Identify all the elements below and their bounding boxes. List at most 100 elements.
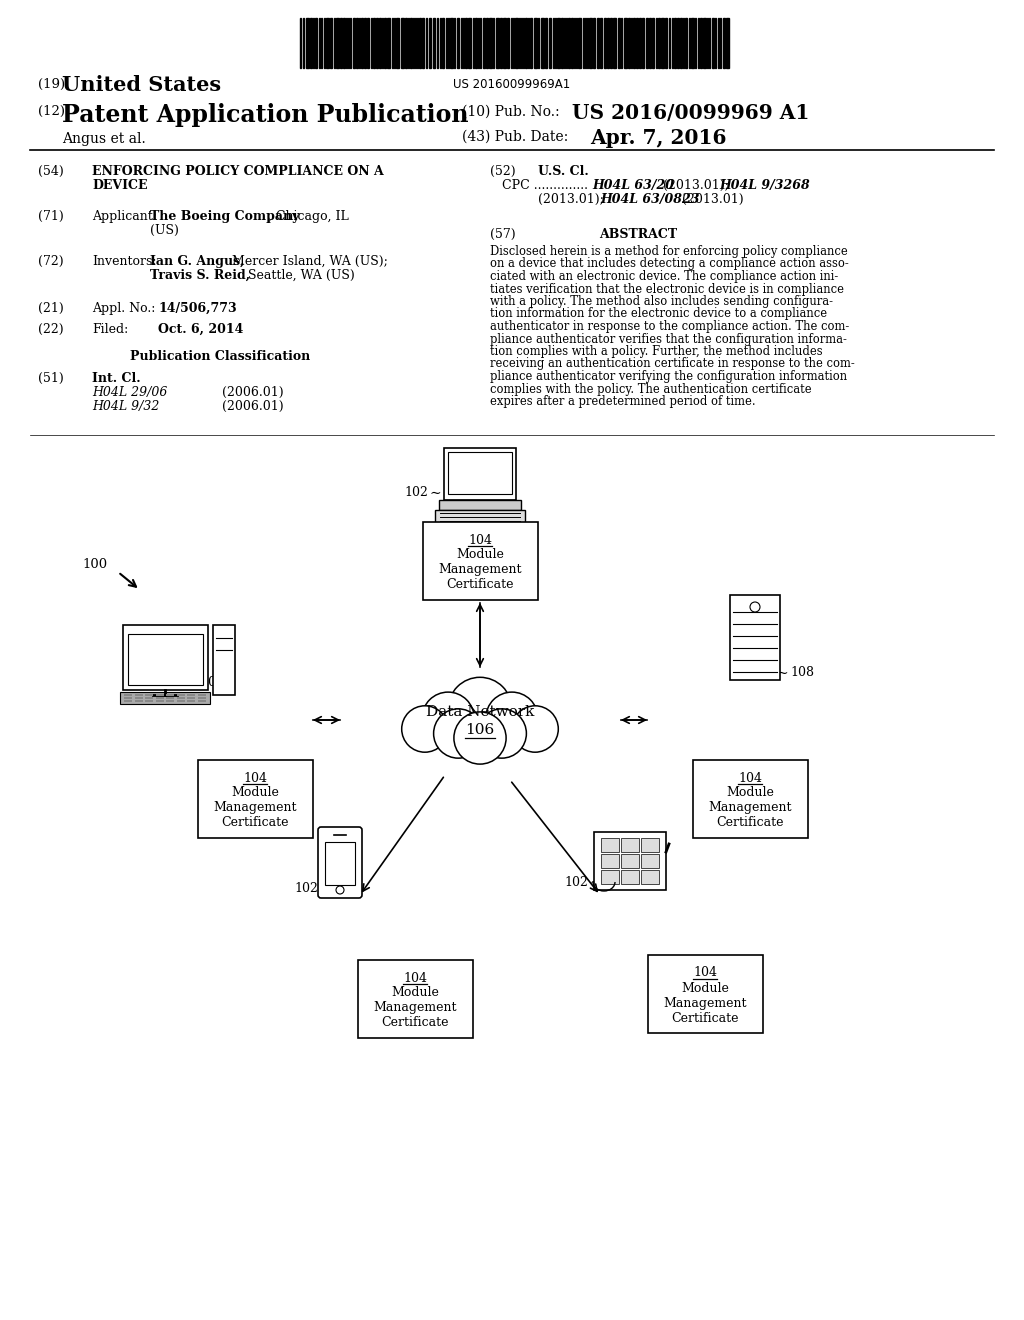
Text: 100: 100 — [83, 558, 108, 572]
FancyBboxPatch shape — [601, 854, 618, 869]
Text: receiving an authentication certificate in response to the com-: receiving an authentication certificate … — [490, 358, 855, 371]
Bar — [610, 18, 612, 69]
Circle shape — [449, 677, 512, 741]
Bar — [310, 18, 311, 69]
Bar — [387, 18, 390, 69]
Text: Inventors:: Inventors: — [92, 255, 157, 268]
Text: 104: 104 — [693, 966, 717, 979]
Bar — [336, 18, 339, 69]
Bar — [305, 18, 308, 69]
Bar — [465, 18, 467, 69]
FancyBboxPatch shape — [198, 760, 312, 838]
Text: (21): (21) — [38, 302, 63, 315]
FancyBboxPatch shape — [647, 954, 763, 1034]
Text: pliance authenticator verifying the configuration information: pliance authenticator verifying the conf… — [490, 370, 847, 383]
Text: 108: 108 — [790, 667, 814, 680]
Bar — [419, 18, 421, 69]
Text: Applicant:: Applicant: — [92, 210, 157, 223]
Bar — [401, 18, 403, 69]
Bar — [603, 18, 605, 69]
Bar — [624, 18, 627, 69]
Text: ciated with an electronic device. The compliance action ini-: ciated with an electronic device. The co… — [490, 271, 839, 282]
Text: with a policy. The method also includes sending configura-: with a policy. The method also includes … — [490, 294, 833, 308]
Bar — [353, 18, 355, 69]
FancyBboxPatch shape — [621, 870, 639, 884]
Bar — [677, 18, 679, 69]
Text: , Chicago, IL: , Chicago, IL — [268, 210, 349, 223]
FancyBboxPatch shape — [134, 697, 142, 700]
Text: 102: 102 — [200, 676, 224, 689]
Text: ∼: ∼ — [430, 486, 441, 500]
Bar — [593, 18, 595, 69]
Text: Int. Cl.: Int. Cl. — [92, 372, 140, 385]
Text: (19): (19) — [38, 78, 66, 91]
Bar — [361, 18, 362, 69]
Text: ∼: ∼ — [319, 880, 332, 895]
Text: (72): (72) — [38, 255, 63, 268]
Bar — [450, 18, 453, 69]
FancyBboxPatch shape — [641, 854, 659, 869]
FancyBboxPatch shape — [594, 832, 666, 890]
FancyBboxPatch shape — [621, 838, 639, 851]
Bar — [641, 18, 643, 69]
FancyBboxPatch shape — [156, 700, 164, 702]
Bar — [712, 18, 714, 69]
Text: Appl. No.:: Appl. No.: — [92, 302, 156, 315]
Bar — [556, 18, 559, 69]
Text: 104: 104 — [738, 771, 762, 784]
FancyBboxPatch shape — [128, 634, 203, 685]
Bar — [489, 18, 492, 69]
Bar — [507, 18, 509, 69]
Bar — [541, 18, 544, 69]
FancyBboxPatch shape — [318, 828, 362, 898]
Text: Management: Management — [709, 801, 792, 814]
Circle shape — [422, 692, 474, 744]
Bar — [422, 18, 424, 69]
FancyBboxPatch shape — [187, 697, 195, 700]
Bar — [578, 18, 581, 69]
Text: pliance authenticator verifies that the configuration informa-: pliance authenticator verifies that the … — [490, 333, 847, 346]
Bar — [628, 18, 630, 69]
Text: ∼: ∼ — [776, 667, 788, 680]
FancyBboxPatch shape — [124, 700, 132, 702]
Text: 104: 104 — [243, 771, 267, 784]
Text: Mercer Island, WA (US);: Mercer Island, WA (US); — [228, 255, 388, 268]
FancyBboxPatch shape — [166, 700, 174, 702]
FancyBboxPatch shape — [176, 694, 184, 696]
Text: ∼: ∼ — [590, 875, 602, 888]
Bar — [314, 18, 316, 69]
Text: 102: 102 — [294, 882, 318, 895]
Text: Certificate: Certificate — [716, 817, 783, 829]
Bar — [302, 18, 304, 69]
Bar — [340, 18, 341, 69]
Bar — [725, 18, 728, 69]
Bar — [432, 18, 435, 69]
Text: United States: United States — [62, 75, 221, 95]
Bar — [674, 18, 676, 69]
Text: Module: Module — [726, 787, 774, 800]
Text: (57): (57) — [490, 228, 516, 242]
Bar — [589, 18, 592, 69]
FancyBboxPatch shape — [435, 510, 525, 524]
Bar — [428, 18, 431, 69]
Text: Filed:: Filed: — [92, 323, 128, 337]
Bar — [482, 18, 485, 69]
Text: (54): (54) — [38, 165, 63, 178]
Bar — [379, 18, 381, 69]
Bar — [404, 18, 407, 69]
Text: (51): (51) — [38, 372, 63, 385]
Bar — [685, 18, 686, 69]
Text: The Boeing Company: The Boeing Company — [150, 210, 299, 223]
Text: Management: Management — [374, 1002, 457, 1015]
Text: H04L 63/0823: H04L 63/0823 — [600, 193, 699, 206]
Text: Data Network: Data Network — [426, 705, 535, 719]
Bar — [570, 18, 572, 69]
Bar — [393, 18, 395, 69]
Text: U.S. Cl.: U.S. Cl. — [538, 165, 589, 178]
FancyBboxPatch shape — [641, 870, 659, 884]
Bar — [662, 18, 664, 69]
Circle shape — [477, 709, 526, 758]
Text: Management: Management — [213, 801, 297, 814]
Bar — [606, 18, 608, 69]
Bar — [373, 18, 375, 69]
